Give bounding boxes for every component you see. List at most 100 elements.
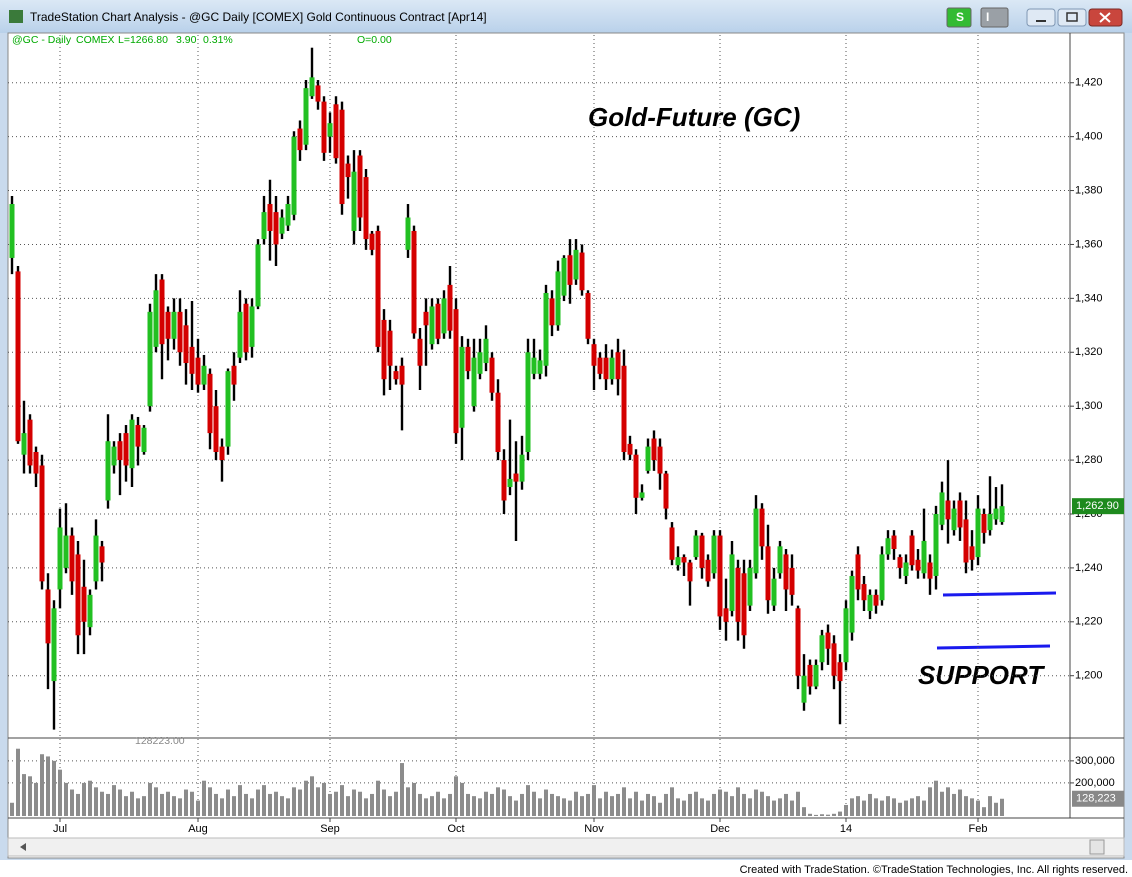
volume-bar [814,814,818,816]
volume-bar [352,789,356,816]
candle-body [237,311,243,358]
volume-bar [322,782,326,816]
volume-bar [634,791,638,816]
candle-body [939,492,945,525]
volume-bar [760,791,764,816]
volume-bar [562,798,566,816]
candle-body [135,425,141,447]
volume-bar [916,796,920,816]
volume-bar [544,789,548,816]
candle-body [423,311,429,326]
candle-body [33,451,39,474]
candle-body [627,443,633,455]
volume-bar [388,796,392,816]
candle-body [651,438,657,461]
scroll-thumb[interactable] [1089,839,1105,855]
indicator-button[interactable] [980,7,1009,28]
candle-body [303,88,309,145]
candle-body [321,101,327,153]
candle-body [405,217,411,250]
candle-body [597,357,603,374]
volume-bar [574,791,578,816]
candle-body [279,217,285,234]
candle-body [459,346,465,428]
volume-bar [34,782,38,816]
volume-bar [262,785,266,816]
x-tick-label: Aug [188,823,208,835]
volume-bar [694,791,698,816]
footer: Created with TradeStation. ©TradeStation… [740,864,1128,876]
volume-bar [958,789,962,816]
candle-body [879,554,885,601]
candle-body [117,441,123,461]
candle-body [57,527,63,590]
volume-bar [514,800,518,816]
restore-button[interactable] [1057,8,1087,27]
candle-body [669,527,675,560]
app-icon [9,10,23,23]
header-open: O=0.00 [357,34,392,46]
candle-body [177,311,183,353]
candle-body [543,292,549,366]
volume-bar [40,754,44,816]
volume-bar [778,798,782,816]
volume-bar [706,800,710,816]
volume-bar [238,785,242,816]
candle-body [21,433,27,455]
window-title: TradeStation Chart Analysis - @GC Daily … [30,10,487,24]
candle-body [897,557,903,568]
volume-bar [976,800,980,816]
candle-body [777,546,783,574]
volume-bar [172,796,176,816]
candle-body [87,594,93,628]
candle-body [963,519,969,563]
candle-body [333,104,339,159]
candle-body [729,554,735,612]
candle-body [861,584,867,601]
volume-bar [232,796,236,816]
volume-bar [460,782,464,816]
volume-bar [400,763,404,816]
scroll-bar[interactable] [7,837,1125,857]
candle-body [381,319,387,380]
candle-body [609,357,615,380]
volume-bar [538,798,542,816]
volume-bar [892,798,896,816]
candle-body [813,664,819,687]
volume-bar [712,793,716,816]
volume-bar [406,787,410,816]
candle-body [351,171,357,231]
candle-body [195,357,201,385]
candle-body [885,538,891,555]
volume-bar [952,793,956,816]
candle-body [873,594,879,606]
volume-bar [862,800,866,816]
annotation: SUPPORT [918,660,1045,690]
restore-icon [1066,12,1078,22]
strategy-button[interactable] [946,7,972,28]
minimize-button[interactable] [1026,8,1056,27]
candle-body [837,662,843,682]
candle-body [705,559,711,582]
candle-body [105,441,111,501]
candle-body [903,562,909,576]
candle-body [633,454,639,498]
volume-bar [580,796,584,816]
candle-body [699,535,705,568]
candle-body [267,204,273,231]
volume-bar [838,811,842,816]
candle-body [213,406,219,452]
volume-bar [598,798,602,816]
volume-bar [376,780,380,816]
volume-bar [880,800,884,816]
y-tick-label: 1,380 [1075,184,1103,196]
y-tick-label: 1,240 [1075,562,1103,574]
candle-body [111,446,117,466]
volume-bar [178,798,182,816]
candle-body [201,365,207,385]
volume-bar [664,793,668,816]
volume-bar [724,791,728,816]
volume-bar [364,798,368,816]
scroll-left[interactable] [20,843,26,851]
